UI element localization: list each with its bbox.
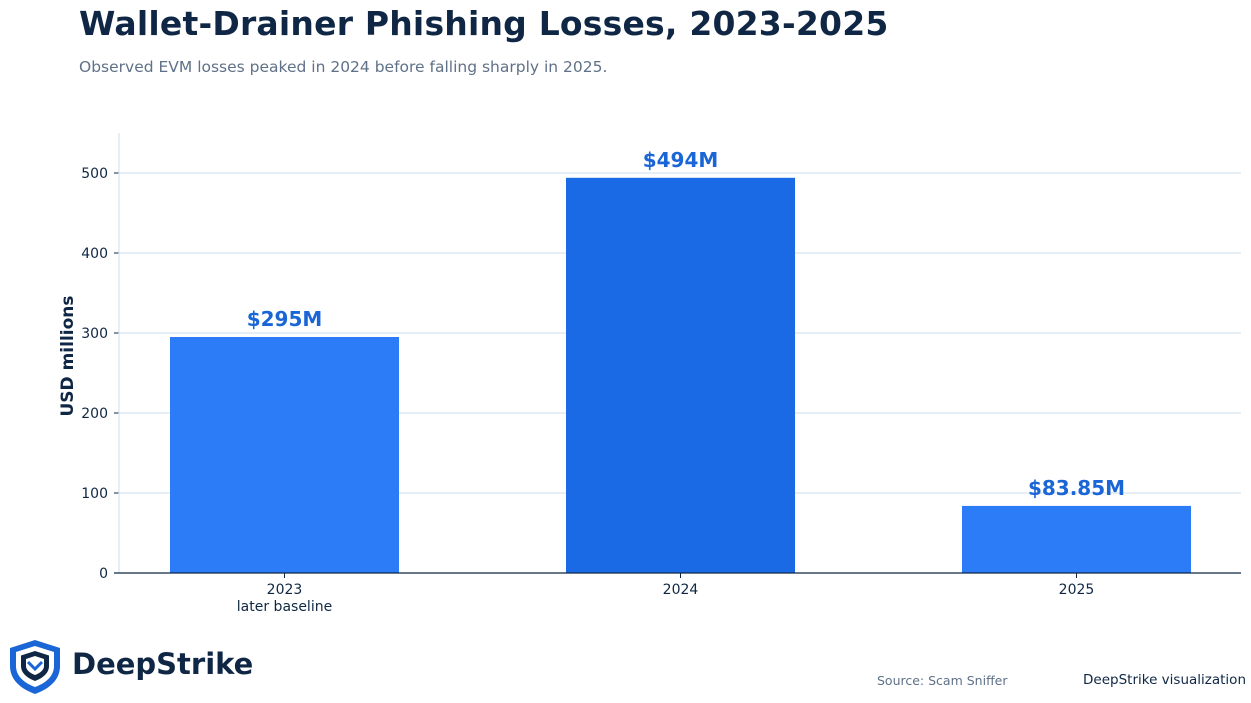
y-axis-label: USD millions: [58, 295, 78, 416]
x-tick-sublabel: later baseline: [237, 599, 332, 615]
bar-2025: [962, 505, 1191, 573]
chart-title: Wallet-Drainer Phishing Losses, 2023-202…: [79, 4, 889, 43]
y-tick-label: 500: [81, 166, 108, 182]
bars: [170, 177, 1191, 574]
data-labels: $295M $494M $83.85M: [247, 148, 1125, 500]
data-label-2023: $295M: [247, 307, 323, 331]
bar-2024: [566, 177, 795, 574]
shield-icon: [10, 640, 60, 694]
bar-2023: [170, 337, 399, 573]
y-tick-label: 400: [81, 246, 108, 262]
visualization-credit: DeepStrike visualization: [1083, 672, 1246, 688]
deepstrike-logo: [10, 640, 60, 694]
y-tick-label: 100: [81, 486, 108, 502]
y-tick-label: 0: [99, 566, 108, 582]
y-tick-label: 200: [81, 406, 108, 422]
x-tick-label: 2023: [267, 582, 303, 598]
data-label-2025: $83.85M: [1028, 476, 1125, 500]
x-tick-label: 2025: [1059, 582, 1095, 598]
data-label-2024: $494M: [643, 148, 719, 172]
source-note: Source: Scam Sniffer: [877, 673, 1008, 688]
x-tick-label: 2024: [663, 582, 699, 598]
y-tick-label: 300: [81, 326, 108, 342]
brand-name: DeepStrike: [72, 647, 254, 681]
chart-subtitle: Observed EVM losses peaked in 2024 befor…: [79, 58, 608, 76]
